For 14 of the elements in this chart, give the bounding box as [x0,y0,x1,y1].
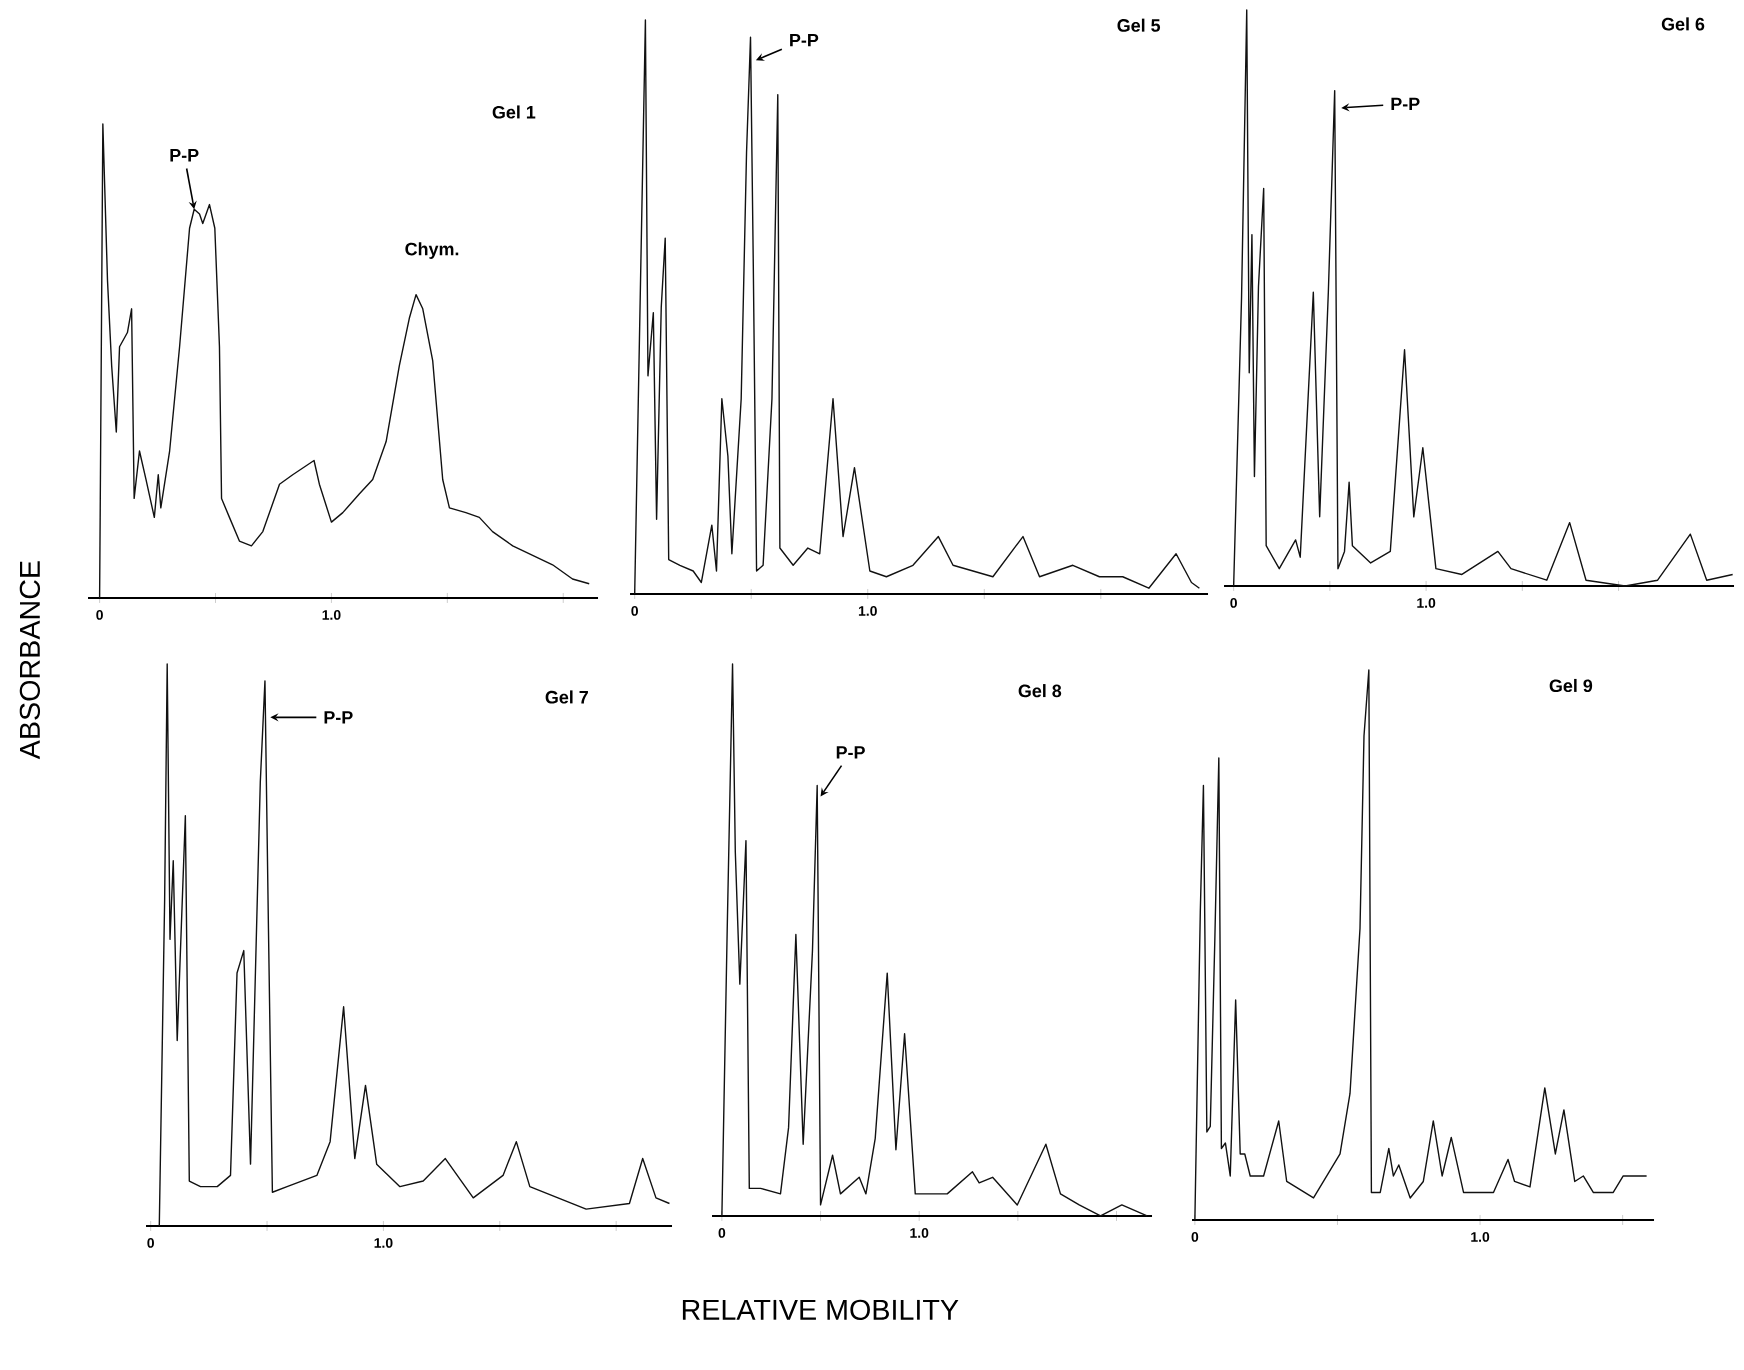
chart-title: Gel 1 [492,105,536,119]
text: Gel 8 [1018,684,1062,698]
chart-title: Gel 6 [1661,17,1705,31]
text: Gel 7 [545,690,588,704]
x-axis-title: RELATIVE MOBILITY [682,1299,959,1320]
annotation: Chym. [405,242,459,259]
annotation: P-P [324,711,353,724]
annotation: P-P [790,33,819,47]
y-axis-title: ABSORBANCE [19,561,41,760]
annotation: P-P [1391,97,1420,111]
chart-title: Gel 5 [1117,18,1161,32]
annotation: P-P [170,149,199,162]
chart-title: Gel 9 [1549,678,1593,693]
annotation: P-P [836,746,865,759]
